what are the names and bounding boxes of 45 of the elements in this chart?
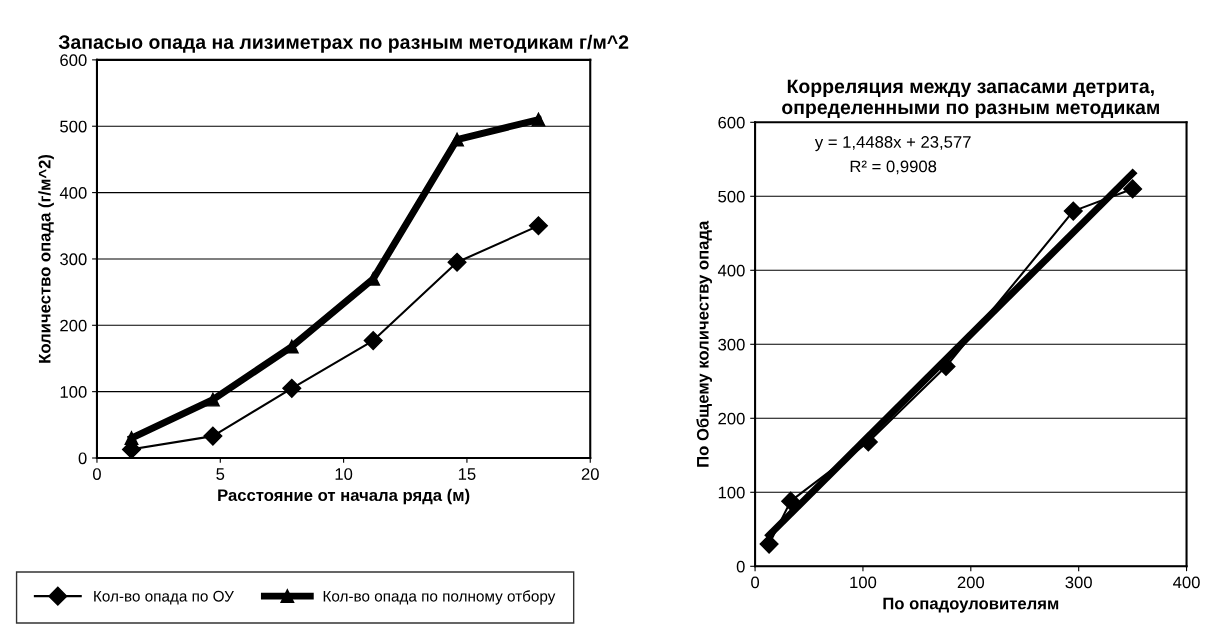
x-tick-label: 400	[1173, 576, 1200, 589]
x-axis-title: Расстояние от начала ряда (м)	[218, 488, 470, 505]
legend-label: Кол-во опада по полному отбору	[323, 590, 556, 605]
y-tick-label: 0	[736, 560, 745, 573]
y-axis-title: Количество опада (г/м^2)	[38, 154, 54, 363]
y-axis-title: По Общему количеству опада	[696, 220, 712, 467]
y-tick-label: 100	[718, 486, 745, 499]
point	[282, 378, 302, 398]
y-tick-label: 200	[60, 319, 87, 332]
annotation: R² = 0,9908	[850, 160, 937, 175]
point	[447, 252, 467, 272]
x-tick-label: 10	[335, 468, 353, 480]
x-tick-label: 200	[957, 576, 985, 589]
x-tick-label: 100	[850, 576, 877, 589]
point	[1063, 201, 1083, 221]
x-tick-label: 5	[216, 468, 225, 480]
point	[1123, 179, 1143, 199]
point	[203, 426, 223, 446]
legend-label: Кол-во опада по ОУ	[94, 590, 234, 605]
y-tick-label: 200	[718, 412, 745, 425]
point	[124, 431, 139, 446]
chart-title: Корреляция между запасами детрита, определенными по разным методикам	[782, 79, 1159, 119]
y-tick-label: 600	[60, 54, 87, 67]
point	[531, 112, 546, 127]
point	[205, 392, 220, 407]
y-tick-label: 300	[60, 253, 87, 266]
point	[528, 216, 548, 236]
x-tick-label: 15	[458, 468, 476, 480]
x-axis-title: По опадоуловителям	[883, 597, 1059, 613]
chart-title: Запасыо опада на лизиметрах по разным методикам г/м^2	[58, 34, 629, 53]
y-tick-label: 400	[717, 264, 745, 277]
x-tick-label: 300	[1065, 576, 1092, 589]
x-tick-label: 0	[751, 576, 760, 589]
y-tick-label: 100	[60, 386, 87, 398]
y-tick-label: 500	[718, 190, 745, 203]
point	[450, 132, 465, 147]
point	[363, 331, 383, 351]
y-tick-label: 500	[60, 120, 87, 133]
y-tick-label: 300	[718, 338, 745, 351]
x-tick-label: 0	[92, 468, 101, 480]
y-tick-label: 600	[718, 116, 745, 129]
y-tick-label: 400	[59, 186, 87, 199]
x-tick-label: 20	[581, 468, 599, 480]
y-tick-label: 0	[78, 452, 87, 465]
annotation: y = 1,4488x + 23,577	[814, 136, 971, 152]
